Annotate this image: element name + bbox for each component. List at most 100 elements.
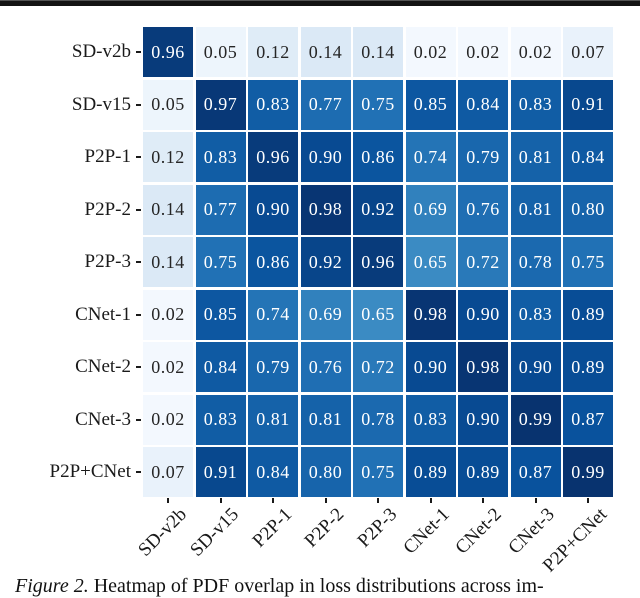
heatmap-cell-CNet-1-CNet-3: 0.83 <box>510 289 561 340</box>
heatmap-cell-CNet-2-CNet-1: 0.90 <box>405 342 456 392</box>
heatmap-cell-P2P-3-CNet-1: 0.65 <box>405 237 456 287</box>
heatmap-cell-SD-v15-P2P-3: 0.75 <box>353 79 403 130</box>
heatmap-cell-CNet-3-CNet-2: 0.90 <box>458 394 508 445</box>
y-tick-mark <box>136 471 141 473</box>
figure-2-heatmap: SD-v2b 0.96 0.05 0.12 0.14 0.14 0.02 0.02 0.02 0.… <box>49 27 613 576</box>
heatmap-cell-SD-v15-CNet-1: 0.85 <box>405 79 456 130</box>
heatmap-cell-P2P+CNet-P2P-3: 0.75 <box>353 447 403 497</box>
heatmap-cell-P2P+CNet-SD-v15: 0.91 <box>195 447 246 497</box>
heatmap-cell-CNet-2-SD-v15: 0.84 <box>195 342 246 392</box>
figure-caption-text: Heatmap of PDF overlap in loss distribut… <box>93 575 544 597</box>
heatmap-cell-CNet-3-CNet-3: 0.99 <box>510 394 561 445</box>
y-tick-mark <box>136 261 141 263</box>
heatmap-cell-P2P-1-P2P+CNet: 0.84 <box>563 132 613 182</box>
heatmap-cell-CNet-3-SD-v2b: 0.02 <box>143 394 193 445</box>
y-tick-mark <box>136 51 141 53</box>
heatmap-cell-P2P-1-SD-v15: 0.83 <box>195 132 246 182</box>
x-tick-mark <box>587 498 589 503</box>
y-tick-label-P2P+CNet: P2P+CNet <box>49 461 131 482</box>
x-tick-label-SD-v15: SD-v15 <box>186 504 244 561</box>
heatmap-cell-P2P-2-P2P-1: 0.90 <box>248 184 298 235</box>
heatmap-cell-CNet-1-P2P+CNet: 0.89 <box>563 289 613 340</box>
heatmap-cell-P2P+CNet-CNet-2: 0.89 <box>458 447 508 497</box>
x-tick-label-P2P-3: P2P-3 <box>353 504 401 552</box>
heatmap-cell-SD-v2b-P2P-2: 0.14 <box>300 27 351 77</box>
heatmap-cell-P2P-3-SD-v15: 0.75 <box>195 237 246 287</box>
heatmap-cell-P2P-3-P2P-2: 0.92 <box>300 237 351 287</box>
heatmap-cell-SD-v2b-CNet-1: 0.02 <box>405 27 456 77</box>
heatmap-cell-CNet-3-SD-v15: 0.83 <box>195 394 246 445</box>
y-tick-label-P2P-3: P2P-3 <box>84 251 131 272</box>
x-tick-mark <box>324 498 327 503</box>
x-tick-mark <box>482 498 484 503</box>
y-tick-label-SD-v15: SD-v15 <box>71 93 131 115</box>
heatmap-cell-P2P-2-CNet-3: 0.81 <box>510 184 561 235</box>
heatmap-cell-CNet-1-P2P-2: 0.69 <box>300 289 351 340</box>
heatmap-cell-SD-v15-P2P+CNet: 0.91 <box>563 79 613 130</box>
heatmap-cell-SD-v2b-P2P+CNet: 0.07 <box>563 27 613 77</box>
heatmap-cell-SD-v15-CNet-2: 0.84 <box>458 79 508 130</box>
heatmap-cell-CNet-2-SD-v2b: 0.02 <box>143 342 193 392</box>
heatmap-cell-P2P+CNet-P2P-2: 0.80 <box>300 447 351 497</box>
x-tick-label-CNet-1: CNet-1 <box>398 504 454 559</box>
heatmap-cell-SD-v15-CNet-3: 0.83 <box>510 79 561 130</box>
heatmap-cell-CNet-2-CNet-2: 0.98 <box>458 342 508 392</box>
heatmap-cell-SD-v15-SD-v2b: 0.05 <box>143 79 193 130</box>
heatmap-cell-P2P-3-CNet-3: 0.78 <box>510 237 561 287</box>
y-tick-label-CNet-3: CNet-3 <box>75 408 131 430</box>
heatmap-cell-P2P+CNet-P2P-1: 0.84 <box>248 447 298 497</box>
heatmap-cell-P2P-1-SD-v2b: 0.12 <box>143 132 193 182</box>
y-tick-label-CNet-1: CNet-1 <box>75 303 131 325</box>
heatmap-cell-SD-v2b-CNet-2: 0.02 <box>458 27 508 77</box>
heatmap-cell-P2P-3-CNet-2: 0.72 <box>458 237 508 287</box>
heatmap-cell-P2P+CNet-CNet-1: 0.89 <box>405 447 456 497</box>
x-tick-mark <box>377 498 379 503</box>
heatmap-cell-P2P+CNet-SD-v2b: 0.07 <box>143 447 193 497</box>
heatmap-cell-CNet-3-P2P-3: 0.78 <box>353 394 403 445</box>
heatmap-cell-SD-v2b-P2P-1: 0.12 <box>248 27 298 77</box>
figure-caption: Figure 2. Heatmap of PDF overlap in loss… <box>15 575 637 598</box>
heatmap-cell-CNet-1-P2P-3: 0.65 <box>353 289 403 340</box>
heatmap-cell-CNet-1-SD-v15: 0.85 <box>195 289 246 340</box>
y-tick-label-P2P-2: P2P-2 <box>84 198 131 220</box>
heatmap-cell-SD-v15-P2P-1: 0.83 <box>248 79 298 130</box>
heatmap-cell-P2P-2-SD-v2b: 0.14 <box>143 184 193 235</box>
heatmap-cell-CNet-2-CNet-3: 0.90 <box>510 342 561 392</box>
heatmap-cell-CNet-3-P2P-1: 0.81 <box>248 394 298 445</box>
heatmap-cell-CNet-1-CNet-1: 0.98 <box>405 289 456 340</box>
y-tick-mark <box>136 103 141 106</box>
x-tick-mark <box>534 498 537 503</box>
heatmap-cell-SD-v2b-CNet-3: 0.02 <box>510 27 561 77</box>
heatmap-cell-CNet-3-P2P-2: 0.81 <box>300 394 351 445</box>
x-tick-mark <box>429 498 432 503</box>
heatmap-cell-P2P-1-CNet-1: 0.74 <box>405 132 456 182</box>
x-tick-mark <box>219 498 222 503</box>
heatmap-cell-SD-v15-P2P-2: 0.77 <box>300 79 351 130</box>
y-tick-label-SD-v2b: SD-v2b <box>71 41 131 62</box>
heatmap-cell-CNet-2-P2P-1: 0.79 <box>248 342 298 392</box>
x-tick-label-SD-v2b: SD-v2b <box>134 504 191 561</box>
heatmap-cell-SD-v15-SD-v15: 0.97 <box>195 79 246 130</box>
y-tick-label-CNet-2: CNet-2 <box>75 356 131 377</box>
paper-top-rule <box>0 0 640 6</box>
heatmap-cell-P2P-1-P2P-2: 0.90 <box>300 132 351 182</box>
x-tick-label-P2P-1: P2P-1 <box>248 504 296 552</box>
y-tick-mark <box>136 208 141 211</box>
heatmap-cell-CNet-2-P2P-3: 0.72 <box>353 342 403 392</box>
heatmap-cell-CNet-3-CNet-1: 0.83 <box>405 394 456 445</box>
y-tick-mark <box>136 313 141 316</box>
heatmap-cell-P2P+CNet-CNet-3: 0.87 <box>510 447 561 497</box>
heatmap-cell-P2P+CNet-P2P+CNet: 0.99 <box>563 447 613 497</box>
heatmap-cell-P2P-1-P2P-3: 0.86 <box>353 132 403 182</box>
heatmap-cell-SD-v2b-SD-v2b: 0.96 <box>143 27 193 77</box>
heatmap-cell-SD-v2b-P2P-3: 0.14 <box>353 27 403 77</box>
heatmap-cell-P2P-1-CNet-3: 0.81 <box>510 132 561 182</box>
heatmap-cell-P2P-3-SD-v2b: 0.14 <box>143 237 193 287</box>
heatmap-cell-P2P-1-CNet-2: 0.79 <box>458 132 508 182</box>
x-tick-label-P2P-2: P2P-2 <box>300 504 349 552</box>
x-tick-mark <box>167 498 169 503</box>
x-tick-label-CNet-2: CNet-2 <box>451 504 506 559</box>
heatmap-cell-P2P-3-P2P+CNet: 0.75 <box>563 237 613 287</box>
heatmap-cell-P2P-2-P2P-2: 0.98 <box>300 184 351 235</box>
y-tick-label-P2P-1: P2P-1 <box>84 146 131 167</box>
